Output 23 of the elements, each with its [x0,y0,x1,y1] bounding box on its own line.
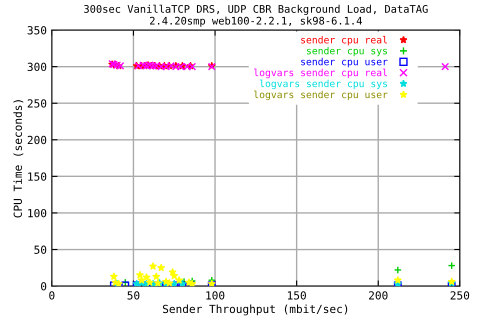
legend-label: logvars sender cpu sys [260,80,387,90]
legend-label: sender cpu real [301,36,387,46]
y-tick-label: 300 [28,62,46,72]
chart-title: 300sec VanillaTCP DRS, UDP CBR Background Load, DataTAG 2.4.20smp web100-2.2.1, sk98-6.1.4 [84,4,428,27]
legend-label: logvars sender cpu real [254,68,387,78]
y-axis-title: CPU Time (seconds) [13,100,24,218]
y-tick-label: 350 [28,26,46,34]
y-tick-label: 250 [28,99,46,108]
x-tick-label: 250 [450,291,470,300]
x-tick-label: 50 [128,291,140,300]
y-tick-label: 50 [34,246,46,254]
y-tick-label: 200 [28,136,46,144]
y-tick-label: 100 [28,208,46,218]
legend-label: sender cpu user [301,58,388,68]
x-axis-title: Sender Throughput (mbit/sec) [162,304,348,316]
legend-label: sender cpu sys [306,46,387,56]
legend-label: logvars sender cpu user [254,90,388,100]
y-tick-label: 150 [28,172,46,181]
x-tick-label: 150 [288,291,306,300]
x-tick-label: 100 [206,291,224,300]
y-tick-label: 0 [41,282,46,290]
x-tick-label: 200 [369,291,388,300]
x-tick-label: 0 [49,291,54,300]
